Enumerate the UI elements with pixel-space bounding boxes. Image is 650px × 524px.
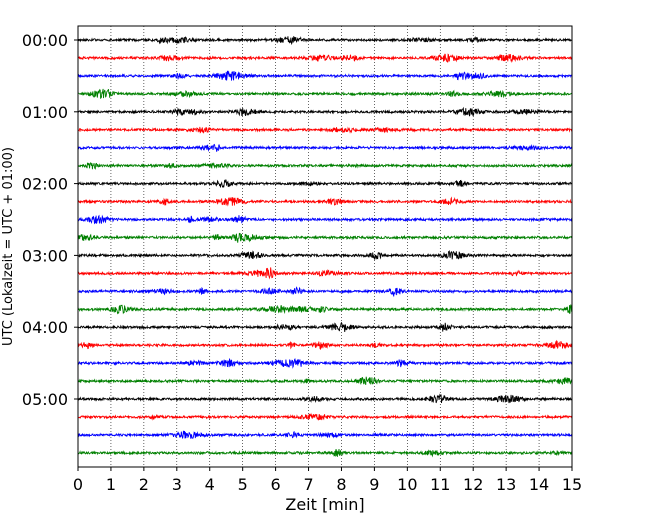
trace-0130 [77, 143, 573, 153]
y-tick-label-0: 00:00 [22, 31, 68, 50]
trace-0145 [77, 161, 573, 170]
trace-0430 [77, 357, 573, 369]
y-tick-label-4: 04:00 [22, 318, 68, 337]
trace-0345 [77, 304, 573, 315]
x-tick-label-8: 8 [336, 475, 346, 494]
trace-0300 [77, 250, 573, 261]
x-tick-label-2: 2 [139, 475, 149, 494]
trace-0500 [77, 393, 573, 404]
y-tick-label-5: 05:00 [22, 390, 68, 409]
plot-frame [77, 25, 573, 468]
y-tick-label-3: 03:00 [22, 246, 68, 265]
x-tick-label-1: 1 [106, 475, 116, 494]
trace-0415 [77, 339, 573, 350]
trace-0015 [77, 53, 573, 64]
trace-group [77, 35, 573, 458]
x-tick-label-0: 0 [73, 475, 83, 494]
y-tick-label-1: 01:00 [22, 103, 68, 122]
trace-0100 [77, 106, 573, 117]
x-tick-label-5: 5 [238, 475, 248, 494]
x-tick-label-13: 13 [496, 475, 516, 494]
x-tick-label-7: 7 [303, 475, 313, 494]
x-tick-label-14: 14 [529, 475, 549, 494]
y-tick-label-2: 02:00 [22, 175, 68, 194]
x-tick-label-4: 4 [205, 475, 215, 494]
trace-0400 [77, 321, 573, 333]
trace-0330 [77, 286, 573, 298]
y-axis-label: UTC (Lokalzeit = UTC + 01:00) [1, 147, 16, 346]
trace-0030 [77, 70, 573, 81]
x-tick-label-6: 6 [271, 475, 281, 494]
trace-0230 [77, 214, 573, 225]
trace-0530 [77, 430, 573, 439]
trace-0000 [77, 35, 573, 46]
trace-0215 [77, 196, 573, 207]
y-axis: 00:00 01:00 02:00 03:00 04:00 05:00 [22, 31, 78, 409]
trace-0545 [77, 449, 573, 458]
x-tick-label-12: 12 [463, 475, 483, 494]
x-tick-label-15: 15 [562, 475, 582, 494]
trace-0315 [77, 267, 573, 280]
x-axis: 0 1 2 3 4 5 6 7 8 9 10 11 12 13 14 15 [73, 467, 582, 494]
x-tick-label-9: 9 [369, 475, 379, 494]
trace-0115 [77, 126, 573, 134]
trace-0200 [77, 179, 573, 188]
x-axis-label: Zeit [min] [285, 495, 364, 514]
x-tick-label-10: 10 [397, 475, 417, 494]
trace-0515 [77, 412, 573, 421]
trace-0045 [77, 88, 573, 99]
trace-0245 [77, 232, 573, 243]
x-tick-label-3: 3 [172, 475, 182, 494]
x-tick-label-11: 11 [430, 475, 450, 494]
trace-0445 [77, 376, 573, 385]
